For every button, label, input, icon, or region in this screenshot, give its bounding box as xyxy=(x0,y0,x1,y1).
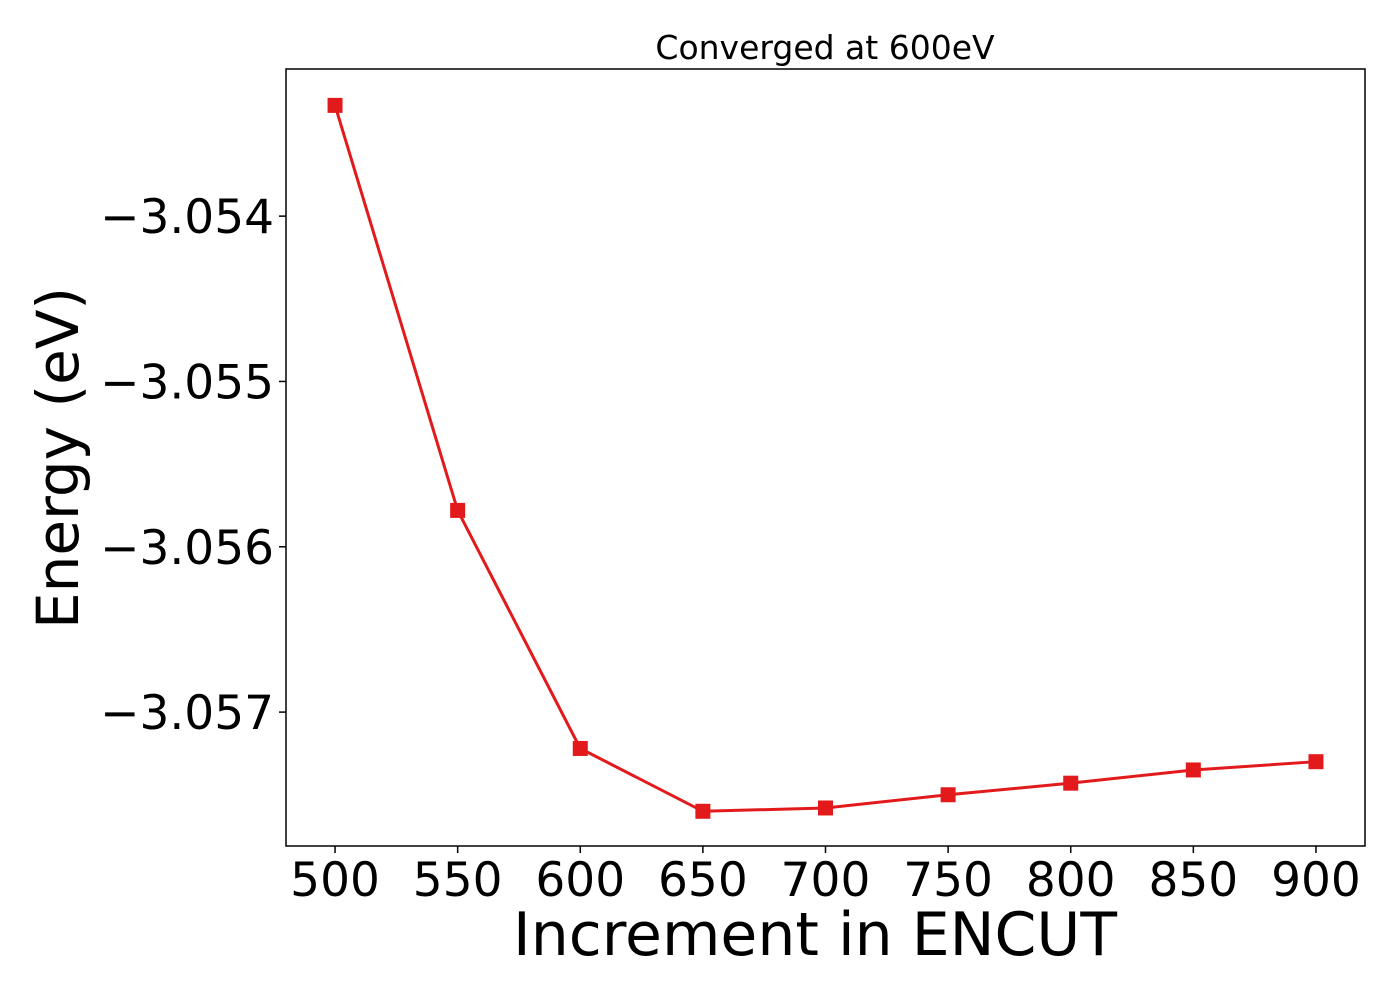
x-tick-label: 800 xyxy=(1026,853,1116,908)
x-tick-label: 700 xyxy=(781,853,871,908)
data-point-800 xyxy=(1063,775,1079,791)
plot-area xyxy=(327,97,1324,819)
data-point-600 xyxy=(572,740,588,756)
data-point-750 xyxy=(940,787,956,803)
data-point-550 xyxy=(450,502,466,518)
x-axis-ticks: 500 550 600 650 700 750 800 850 900 xyxy=(290,846,1361,908)
data-point-650 xyxy=(695,803,711,819)
x-tick-label: 650 xyxy=(658,853,748,908)
x-tick-label: 600 xyxy=(535,853,625,908)
data-point-700 xyxy=(818,800,833,816)
data-point-500 xyxy=(327,97,343,113)
x-axis-label: Increment in ENCUT xyxy=(513,900,1117,970)
x-tick-label: 500 xyxy=(290,853,380,908)
y-tick-label: −3.054 xyxy=(100,190,274,245)
chart-title: Converged at 600eV xyxy=(655,28,995,67)
y-axis-label: Energy (eV) xyxy=(24,287,92,629)
y-axis-ticks: −3.054 −3.055 −3.056 −3.057 xyxy=(100,190,286,741)
y-tick-label: −3.055 xyxy=(100,355,274,410)
x-tick-label: 900 xyxy=(1271,853,1361,908)
x-tick-label: 550 xyxy=(413,853,503,908)
y-tick-label: −3.057 xyxy=(100,686,274,741)
data-point-900 xyxy=(1308,754,1324,770)
data-point-850 xyxy=(1185,762,1201,778)
x-tick-label: 850 xyxy=(1148,853,1238,908)
x-tick-label: 750 xyxy=(903,853,993,908)
y-tick-label: −3.056 xyxy=(100,521,274,576)
